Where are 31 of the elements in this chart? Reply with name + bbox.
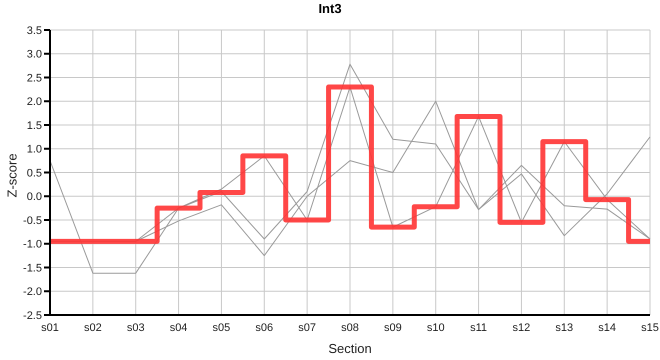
x-tick-label: s05 (212, 322, 230, 334)
x-tick-label: s04 (170, 322, 188, 334)
x-axis-title: Section (328, 341, 372, 356)
chart-title: Int3 (317, 0, 343, 18)
x-tick-label: s11 (470, 322, 488, 334)
y-tick-label: 1.5 (26, 120, 42, 132)
x-tick-label: s15 (641, 322, 659, 334)
y-tick-label: -1.5 (23, 262, 42, 274)
y-tick-label: 3.5 (26, 24, 42, 37)
x-tick-label: s09 (384, 322, 402, 334)
x-tick-label: s03 (126, 322, 145, 334)
y-tick-label: 2.0 (26, 96, 42, 108)
y-tick-label: -1.0 (23, 238, 42, 251)
y-tick-label: 3.0 (26, 48, 42, 61)
x-tick-label: s13 (555, 322, 574, 334)
x-tick-label: s07 (298, 322, 316, 334)
x-tick-label: s12 (512, 322, 530, 334)
x-tick-label: s02 (84, 322, 102, 334)
x-tick-label: s06 (255, 322, 274, 334)
x-tick-label: s08 (341, 322, 359, 334)
y-tick-label: 0.5 (26, 167, 42, 180)
y-tick-label: 2.5 (26, 72, 42, 84)
x-tick-label: s14 (598, 322, 616, 334)
y-tick-label: -2.5 (23, 310, 42, 322)
y-tick-label: 0.0 (26, 191, 42, 204)
x-tick-label: s10 (426, 322, 445, 334)
y-tick-label: -2.0 (23, 286, 42, 298)
y-tick-label: -0.5 (23, 214, 42, 227)
y-tick-label: 1.0 (26, 144, 42, 156)
x-tick-label: s01 (41, 322, 59, 334)
y-axis-title: Z-score (4, 153, 20, 198)
